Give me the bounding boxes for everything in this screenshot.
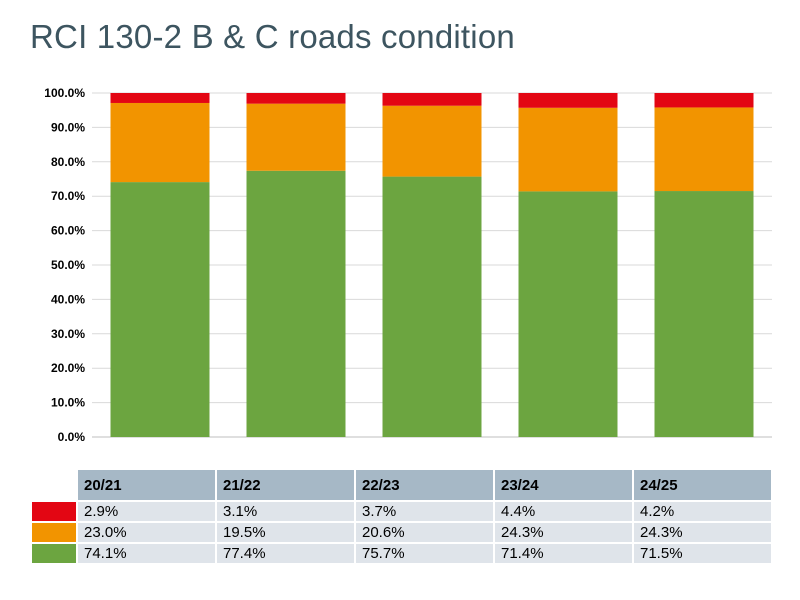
legend-swatch-red <box>30 500 78 523</box>
legend-swatch-amber <box>30 521 78 544</box>
y-tick-label: 20.0% <box>51 361 85 375</box>
bar-segment-green <box>382 176 482 438</box>
bar-segment-red <box>110 93 210 103</box>
y-tick-label: 70.0% <box>51 189 85 203</box>
table-cell: 77.4% <box>215 542 356 565</box>
y-tick-label: 60.0% <box>51 224 85 238</box>
y-tick-label: 100.0% <box>44 86 85 100</box>
table-row-red: 2.9% 3.1% 3.7% 4.4% 4.2% <box>30 500 773 523</box>
table-cell: 75.7% <box>354 542 495 565</box>
data-table: 20/21 21/22 22/23 23/24 24/25 2.9% 3.1% … <box>30 468 773 565</box>
legend-swatch-green <box>30 542 78 565</box>
stacked-bar-chart: 0.0% 10.0% 20.0% 30.0% 40.0% 50.0% 60.0% 70.0% 8… <box>44 86 772 444</box>
table-cell: 19.5% <box>215 521 356 544</box>
bar-segment-red <box>246 93 346 104</box>
table-cell: 4.2% <box>632 500 773 523</box>
y-tick-label: 10.0% <box>51 396 85 410</box>
table-header-cell: 24/25 <box>632 468 773 502</box>
table-cell: 4.4% <box>493 500 634 523</box>
bar-segment-green <box>110 182 210 437</box>
table-cell: 20.6% <box>354 521 495 544</box>
bar-segment-amber <box>382 105 482 177</box>
bar-segment-amber <box>110 102 210 183</box>
table-corner <box>30 468 78 502</box>
bar-segment-green <box>654 191 754 437</box>
table-header-cell: 20/21 <box>76 468 217 502</box>
bar-segment-amber <box>654 107 754 192</box>
table-header-cell: 21/22 <box>215 468 356 502</box>
bar-segment-amber <box>518 107 618 192</box>
chart-title: RCI 130-2 B & C roads condition <box>30 18 515 55</box>
table-cell: 71.4% <box>493 542 634 565</box>
y-tick-label: 80.0% <box>51 155 85 169</box>
bar-segment-red <box>518 93 618 108</box>
table-header-cell: 23/24 <box>493 468 634 502</box>
y-tick-label: 0.0% <box>58 430 86 444</box>
table-cell: 23.0% <box>76 521 217 544</box>
y-tick-label: 90.0% <box>51 120 85 134</box>
table-cell: 71.5% <box>632 542 773 565</box>
table-cell: 3.7% <box>354 500 495 523</box>
table-row-amber: 23.0% 19.5% 20.6% 24.3% 24.3% <box>30 521 773 544</box>
table-cell: 3.1% <box>215 500 356 523</box>
table-cell: 2.9% <box>76 500 217 523</box>
bar-segment-red <box>382 93 482 106</box>
y-tick-label: 50.0% <box>51 258 85 272</box>
table-row-green: 74.1% 77.4% 75.7% 71.4% 71.5% <box>30 542 773 565</box>
table-header-row: 20/21 21/22 22/23 23/24 24/25 <box>30 468 773 502</box>
y-tick-label: 30.0% <box>51 327 85 341</box>
y-tick-label: 40.0% <box>51 292 85 306</box>
table-header-cell: 22/23 <box>354 468 495 502</box>
table-cell: 74.1% <box>76 542 217 565</box>
bar-segment-red <box>654 93 754 108</box>
table-cell: 24.3% <box>632 521 773 544</box>
bar-segment-amber <box>246 103 346 171</box>
table-cell: 24.3% <box>493 521 634 544</box>
bar-segment-green <box>246 170 346 437</box>
bar-segment-green <box>518 191 618 437</box>
